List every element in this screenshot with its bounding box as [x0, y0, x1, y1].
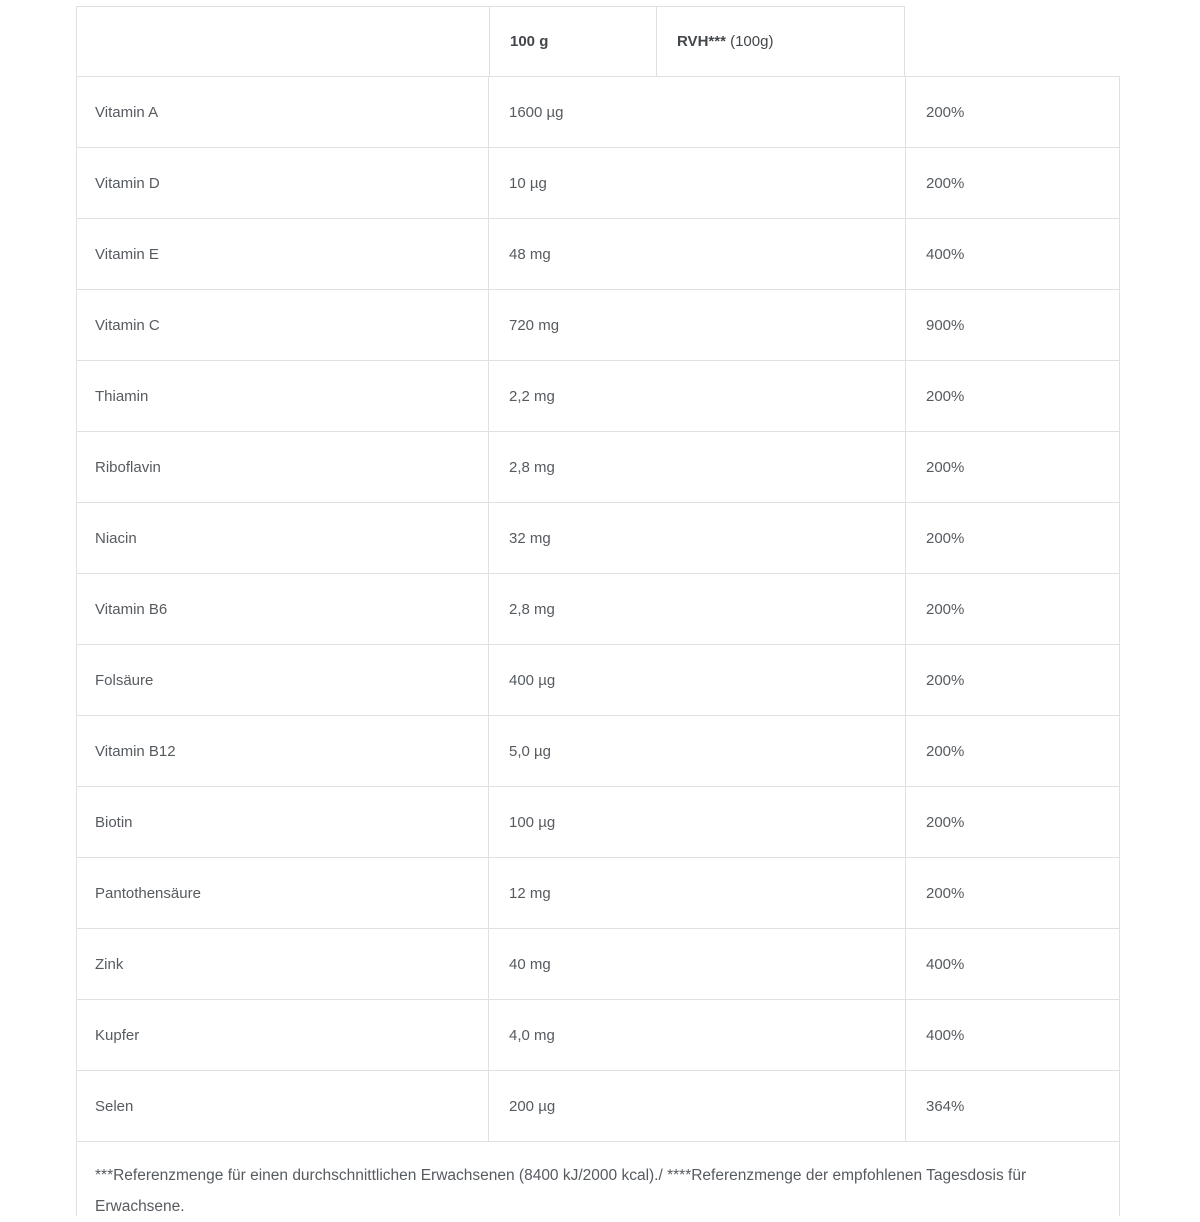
table-row: Vitamin E 48 mg 400%: [77, 219, 1119, 290]
table-row: Riboflavin 2,8 mg 200%: [77, 432, 1119, 503]
nutrient-name: Vitamin B12: [77, 716, 489, 786]
table-row: Zink 40 mg 400%: [77, 929, 1119, 1000]
table-row: Biotin 100 µg 200%: [77, 787, 1119, 858]
nutrient-name: Kupfer: [77, 1000, 489, 1070]
reference-footnote: ***Referenzmenge für einen durchschnittl…: [76, 1142, 1120, 1216]
nutrient-amount: 2,8 mg: [489, 432, 906, 502]
nutrient-amount: 2,2 mg: [489, 361, 906, 431]
nutrient-rvh: 400%: [926, 955, 965, 973]
nutrient-name: Vitamin E: [77, 219, 489, 289]
table-body: Vitamin A 1600 µg 200% Vitamin D 10 µg 2…: [76, 76, 1120, 1142]
nutrient-name: Vitamin D: [77, 148, 489, 218]
nutrient-name: Folsäure: [77, 645, 489, 715]
table-row: Vitamin C 720 mg 900%: [77, 290, 1119, 361]
nutrient-rvh: 200%: [926, 884, 965, 902]
header-rvh-cell: RVH*** (100g): [656, 7, 904, 76]
nutrient-rvh: 200%: [926, 671, 965, 689]
nutrient-rvh: 400%: [926, 1026, 965, 1044]
nutrient-name: Biotin: [77, 787, 489, 857]
nutrient-amount: 200 µg: [489, 1071, 906, 1141]
nutrient-name: Selen: [77, 1071, 489, 1141]
nutrient-rvh: 200%: [926, 813, 965, 831]
nutrient-amount: 5,0 µg: [489, 716, 906, 786]
reference-footnote-text: ***Referenzmenge für einen durchschnittl…: [95, 1167, 1027, 1215]
nutrient-name: Vitamin A: [77, 77, 489, 147]
nutrient-name: Zink: [77, 929, 489, 999]
header-amount-cell: 100 g: [489, 7, 656, 76]
table-header-row: 100 g RVH*** (100g): [76, 6, 905, 76]
nutrient-amount: 12 mg: [489, 858, 906, 928]
nutrient-rvh: 364%: [926, 1097, 965, 1115]
nutrient-name: Vitamin C: [77, 290, 489, 360]
nutrient-rvh: 200%: [926, 387, 965, 405]
table-row: Folsäure 400 µg 200%: [77, 645, 1119, 716]
table-row: Niacin 32 mg 200%: [77, 503, 1119, 574]
nutrient-amount: 1600 µg: [489, 77, 906, 147]
table-row: Kupfer 4,0 mg 400%: [77, 1000, 1119, 1071]
nutrient-amount: 100 µg: [489, 787, 906, 857]
table-row: Thiamin 2,2 mg 200%: [77, 361, 1119, 432]
nutrient-rvh: 200%: [926, 529, 965, 547]
nutrient-rvh: 200%: [926, 458, 965, 476]
header-rvh-label-bold: RVH***: [677, 33, 726, 50]
nutrient-name: Pantothensäure: [77, 858, 489, 928]
nutrient-amount: 400 µg: [489, 645, 906, 715]
nutrient-rvh: 200%: [926, 174, 965, 192]
table-row: Pantothensäure 12 mg 200%: [77, 858, 1119, 929]
header-amount-label: 100 g: [510, 33, 549, 50]
table-row: Selen 200 µg 364%: [77, 1071, 1119, 1142]
nutrient-rvh: 900%: [926, 316, 965, 334]
table-row: Vitamin B12 5,0 µg 200%: [77, 716, 1119, 787]
nutrient-rvh: 200%: [926, 103, 965, 121]
nutrient-amount: 720 mg: [489, 290, 906, 360]
nutrient-name: Thiamin: [77, 361, 489, 431]
nutrient-name: Riboflavin: [77, 432, 489, 502]
nutrient-amount: 32 mg: [489, 503, 906, 573]
nutrient-name: Vitamin B6: [77, 574, 489, 644]
nutrient-amount: 40 mg: [489, 929, 906, 999]
nutrient-amount: 48 mg: [489, 219, 906, 289]
header-empty-cell: [77, 7, 489, 76]
nutrient-rvh: 200%: [926, 742, 965, 760]
nutrient-rvh: 200%: [926, 600, 965, 618]
nutrient-amount: 2,8 mg: [489, 574, 906, 644]
nutrition-table: 100 g RVH*** (100g) Vitamin A 1600 µg 20…: [76, 6, 1120, 1216]
table-row: Vitamin B6 2,8 mg 200%: [77, 574, 1119, 645]
header-rvh-label-normal: (100g): [725, 33, 774, 50]
nutrient-amount: 4,0 mg: [489, 1000, 906, 1070]
table-row: Vitamin A 1600 µg 200%: [77, 77, 1119, 148]
table-row: Vitamin D 10 µg 200%: [77, 148, 1119, 219]
nutrient-amount: 10 µg: [489, 148, 906, 218]
nutrient-rvh: 400%: [926, 245, 965, 263]
nutrient-name: Niacin: [77, 503, 489, 573]
